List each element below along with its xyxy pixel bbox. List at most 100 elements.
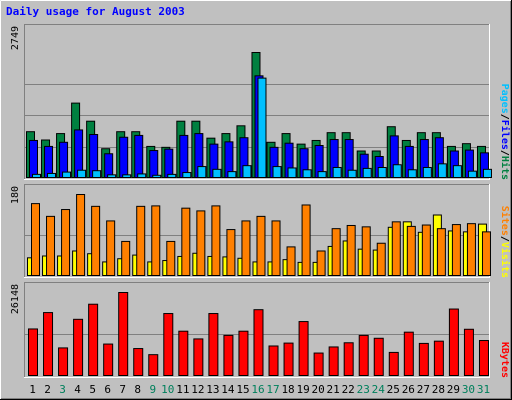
kbytes-bar — [73, 318, 84, 377]
x-tick-label: 30 — [462, 383, 475, 396]
kbytes-bar — [28, 328, 38, 377]
kbytes-bar — [478, 340, 489, 377]
pages-bar — [347, 169, 357, 178]
kbytes-bar — [133, 348, 144, 376]
files-bar — [164, 148, 174, 178]
pages-bar — [422, 166, 432, 178]
sites-bar — [226, 229, 236, 276]
files-bar — [29, 139, 38, 178]
pages-bar — [467, 170, 477, 179]
files-bar — [44, 145, 54, 178]
pages-bar — [227, 171, 237, 178]
x-tick-label: 15 — [236, 383, 249, 396]
pages-bar — [182, 172, 192, 179]
files-bar — [149, 150, 159, 178]
x-tick-label: 19 — [296, 383, 309, 396]
kbytes-bar — [103, 343, 114, 376]
y-max-label: 2749 — [10, 26, 21, 50]
y-max-label: 26148 — [10, 284, 21, 314]
sites-bar — [181, 207, 191, 277]
x-tick-label: 31 — [477, 383, 490, 396]
x-tick-label: 14 — [221, 383, 235, 396]
pages-bar — [287, 167, 297, 178]
legend: Pages/Files/Hits — [499, 84, 511, 180]
x-tick-label: 26 — [402, 383, 415, 396]
pages-bar — [197, 166, 207, 179]
sites-bar — [481, 231, 491, 277]
x-tick-label: 18 — [281, 383, 294, 396]
sites-bar — [331, 228, 341, 277]
sites-bar — [376, 242, 386, 276]
pages-bar — [62, 171, 72, 178]
sites-bar — [76, 194, 86, 276]
legend-entry: Sites — [499, 206, 511, 236]
sites-bar — [256, 215, 266, 277]
legend-entry: / — [499, 236, 510, 242]
pages-bar — [257, 77, 267, 178]
sites-bar — [61, 209, 71, 277]
pages-bar — [47, 172, 57, 178]
sites-bar — [91, 205, 101, 277]
y-max-label: 180 — [10, 186, 21, 204]
x-tick-label: 2 — [44, 383, 51, 396]
sites-bar — [286, 246, 296, 276]
pages-bar — [167, 173, 177, 178]
x-tick-label: 1 — [29, 383, 36, 396]
pages-bar — [92, 170, 102, 178]
kbytes-bar — [238, 330, 249, 376]
x-tick-label: 25 — [387, 383, 400, 396]
kbytes-bar — [43, 312, 54, 376]
pages-bar — [212, 168, 222, 178]
legend-entry: KBytes — [499, 342, 510, 378]
sites-bar — [451, 224, 461, 276]
chart-panels: 2749 Pages/Files/Hits 180 Sites/Visits 26148… — [10, 24, 511, 378]
kbytes-bar — [388, 351, 399, 376]
kbytes-bar — [253, 309, 264, 376]
kbytes-bar — [118, 292, 129, 376]
x-tick-label: 12 — [191, 383, 204, 396]
sites-bar — [106, 220, 116, 277]
pages-bar — [437, 163, 447, 179]
sites-bar — [211, 205, 221, 276]
chart-title: Daily usage for August 2003 — [6, 5, 185, 18]
kbytes-bar — [403, 331, 414, 376]
kbytes-bar — [463, 328, 474, 376]
x-tick-label: 24 — [372, 383, 386, 396]
x-tick-label: 3 — [59, 383, 66, 396]
legend-entry: Hits — [499, 156, 511, 180]
sites-bar — [271, 220, 281, 277]
sites-bar — [436, 228, 446, 277]
x-tick-label: 9 — [149, 383, 156, 396]
sites-bar — [151, 205, 161, 276]
pages-bar — [317, 171, 327, 178]
kbytes-bar — [268, 345, 279, 377]
files-bar — [119, 136, 129, 179]
pages-bar — [392, 164, 402, 178]
x-tick-label: 29 — [447, 383, 460, 396]
x-tick-label: 21 — [327, 383, 340, 396]
pages-bar — [332, 166, 342, 178]
x-tick-label: 4 — [74, 383, 81, 396]
kbytes-bar — [58, 347, 69, 377]
sites-bar — [406, 225, 416, 276]
panel-1: 2749 Pages/Files/Hits — [10, 24, 511, 180]
x-tick-label: 16 — [251, 383, 264, 396]
kbytes-bar — [418, 342, 429, 377]
pages-bar — [302, 169, 312, 179]
legend: KBytes — [499, 342, 510, 378]
x-axis-labels: 1 2 3 4 5 6 7 8 9 10 11 12 13 14 15 16 17 18 19 20 21 22 23 24 2… — [29, 383, 490, 396]
pages-bar — [407, 169, 417, 179]
sites-bar — [361, 226, 371, 277]
files-bar — [134, 134, 144, 178]
legend-entry: Files — [499, 120, 511, 150]
kbytes-bar — [163, 313, 174, 377]
legend: Sites/Visits — [499, 206, 511, 278]
sites-bar — [121, 240, 131, 277]
legend-entry: Visits — [499, 242, 511, 278]
sites-bar — [346, 224, 356, 277]
pages-bar — [122, 174, 132, 178]
pages-bar — [362, 167, 372, 179]
kbytes-bar — [313, 352, 324, 377]
pages-bar — [272, 166, 282, 179]
